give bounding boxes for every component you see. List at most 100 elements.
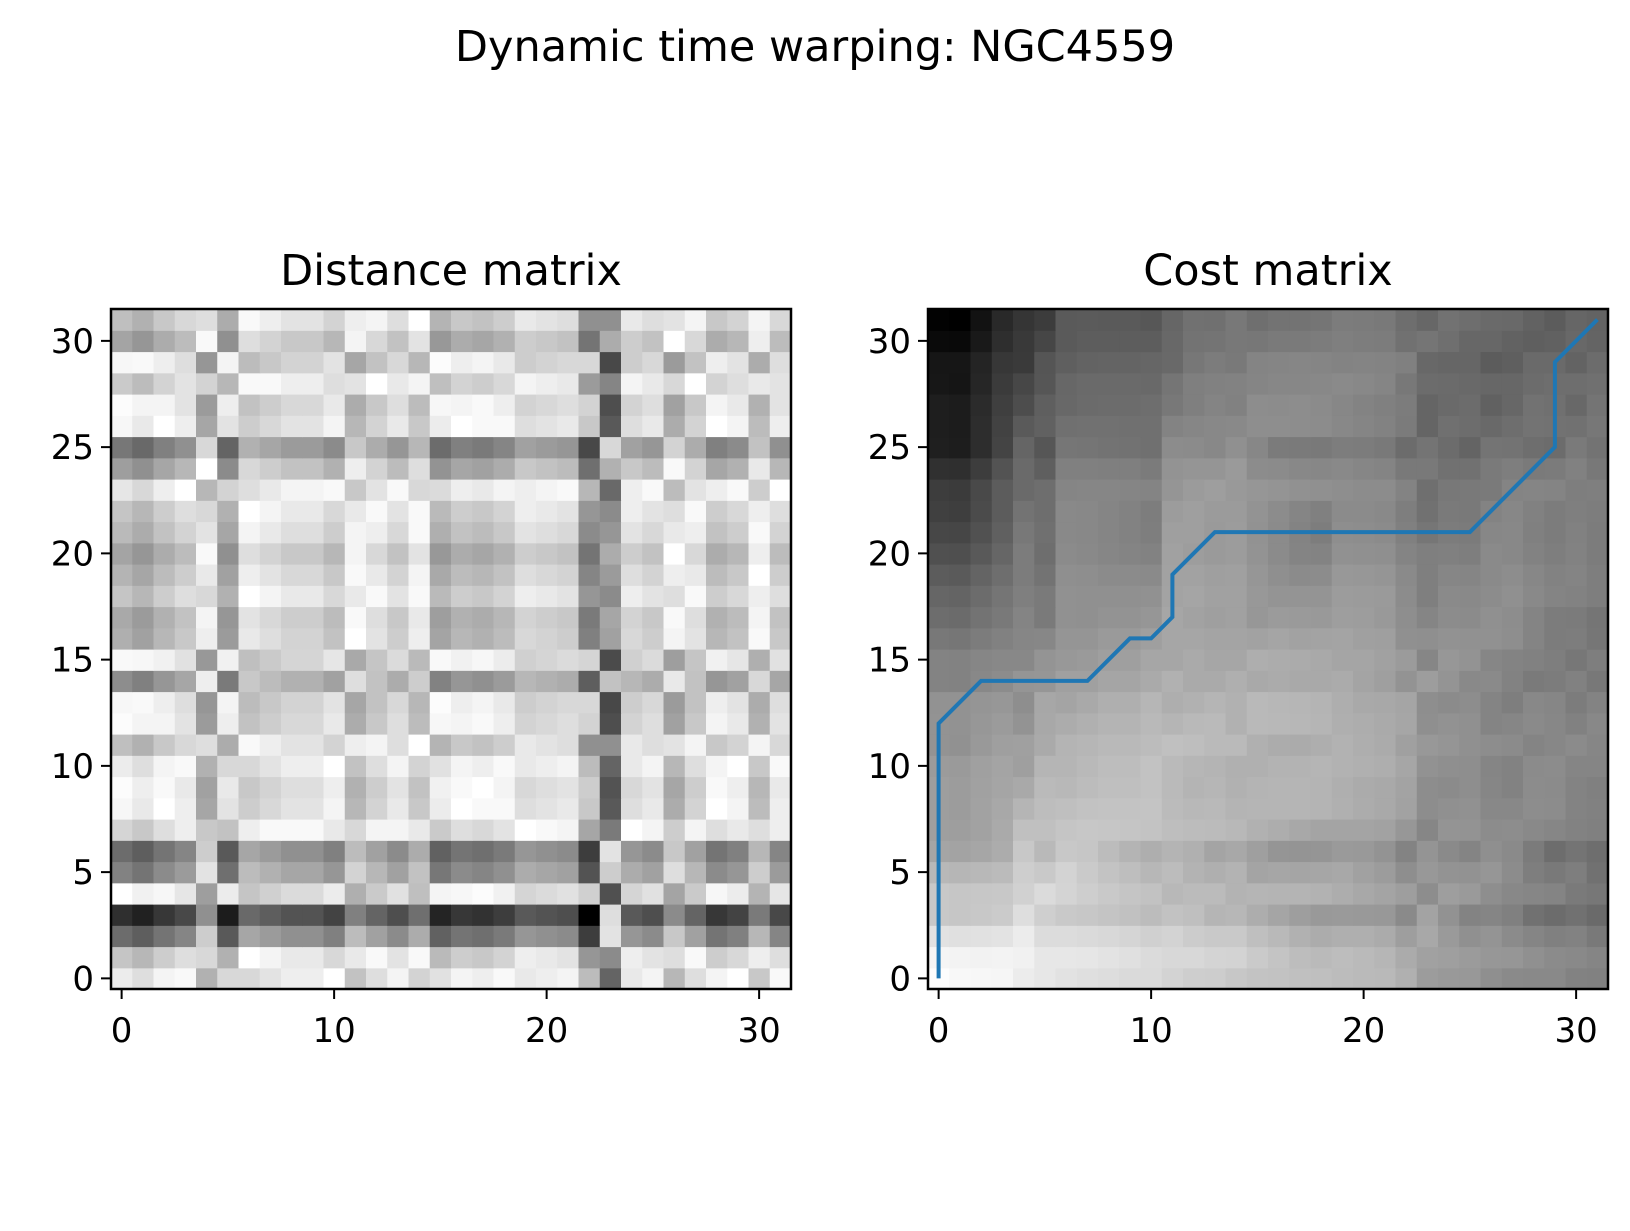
heatmap-cell [196, 861, 218, 884]
heatmap-cell [1161, 415, 1184, 438]
heatmap-cell [429, 925, 452, 948]
heatmap-cell [1586, 330, 1609, 353]
heatmap-cell [493, 755, 516, 778]
heatmap-cell [599, 585, 622, 608]
heatmap-cell [1374, 861, 1397, 884]
heatmap-cell [1183, 819, 1205, 841]
heatmap-cell [174, 415, 197, 438]
heatmap-cell [217, 351, 240, 374]
heatmap-cell [323, 585, 346, 608]
heatmap-cell [748, 967, 771, 990]
heatmap-cell [727, 797, 750, 820]
heatmap-cell [1119, 606, 1142, 629]
heatmap-cell [132, 606, 155, 629]
heatmap-cell [323, 925, 346, 948]
heatmap-cell [1353, 734, 1375, 756]
heatmap-cell [1438, 564, 1460, 586]
heatmap-cell [684, 394, 707, 416]
heatmap-cell [132, 734, 155, 756]
heatmap-cell [557, 372, 580, 395]
heatmap-cell [1565, 967, 1588, 990]
heatmap-cell [769, 564, 792, 586]
heatmap-cell [387, 394, 410, 416]
heatmap-cell [1501, 712, 1524, 735]
heatmap-cell [217, 649, 240, 671]
heatmap-cell [451, 309, 473, 331]
heatmap-cell [1459, 797, 1482, 820]
heatmap-cell [642, 776, 665, 799]
heatmap-cell [153, 436, 176, 459]
heatmap-cell [621, 797, 643, 820]
heatmap-cell [153, 415, 176, 438]
heatmap-cell [366, 734, 388, 756]
heatmap-cell [557, 564, 580, 586]
heatmap-cell [1331, 564, 1354, 586]
heatmap-cell [663, 542, 686, 565]
heatmap-cell [1183, 500, 1205, 523]
heatmap-cell [1246, 415, 1269, 438]
heatmap-cell [1119, 372, 1142, 395]
heatmap-cell [663, 649, 686, 671]
heatmap-cell [991, 712, 1014, 735]
heatmap-cell [769, 585, 792, 608]
heatmap-cell [706, 819, 728, 841]
heatmap-cell [1013, 500, 1035, 523]
heatmap-cell [557, 861, 580, 884]
heatmap-cell [1586, 564, 1609, 586]
heatmap-cell [621, 649, 643, 671]
heatmap-cell [1438, 882, 1460, 905]
heatmap-cell [493, 925, 516, 948]
heatmap-cell [238, 670, 261, 693]
heatmap-cell [238, 712, 261, 735]
heatmap-cell [429, 670, 452, 693]
heatmap-cell [1353, 861, 1375, 884]
heatmap-cell [1395, 755, 1418, 778]
heatmap-cell [748, 627, 771, 650]
heatmap-cell [642, 712, 665, 735]
heatmap-cell [472, 330, 495, 353]
heatmap-cell [1183, 925, 1205, 948]
heatmap-cell [472, 436, 495, 459]
heatmap-cell [259, 712, 282, 735]
heatmap-cell [366, 649, 388, 671]
heatmap-cell [281, 479, 303, 501]
heatmap-cell [302, 521, 325, 544]
heatmap-cell [132, 819, 155, 841]
heatmap-cell [1183, 394, 1205, 416]
heatmap-cell [1416, 330, 1439, 353]
heatmap-cell [663, 606, 686, 629]
heatmap-cell [238, 351, 261, 374]
y-tick-label: 20 [868, 534, 911, 574]
heatmap-cell [1586, 585, 1609, 608]
heatmap-cell [536, 670, 558, 693]
heatmap-cell [748, 351, 771, 374]
heatmap-cell [1523, 691, 1545, 714]
heatmap-cell [599, 904, 622, 926]
heatmap-cell [578, 564, 601, 586]
heatmap-cell [663, 882, 686, 905]
heatmap-cell [323, 330, 346, 353]
heatmap-cell [1246, 606, 1269, 629]
heatmap-cell [991, 330, 1014, 353]
heatmap-cell [429, 479, 452, 501]
heatmap-cell [1183, 904, 1205, 926]
heatmap-cell [1374, 309, 1397, 331]
heatmap-cell [642, 330, 665, 353]
heatmap-cell [706, 691, 728, 714]
heatmap-cell [1055, 776, 1078, 799]
heatmap-cell [578, 670, 601, 693]
heatmap-cell [1204, 712, 1227, 735]
heatmap-cell [1268, 712, 1290, 735]
x-tick-label: 20 [1342, 1011, 1385, 1051]
heatmap-cell [1331, 542, 1354, 565]
heatmap-cell [748, 734, 771, 756]
heatmap-cell [557, 542, 580, 565]
heatmap-cell [1565, 436, 1588, 459]
heatmap-cell [970, 351, 993, 374]
heatmap-cell [949, 542, 972, 565]
heatmap-cell [1076, 861, 1099, 884]
heatmap-cell [451, 436, 473, 459]
heatmap-cell [217, 755, 240, 778]
heatmap-cell [514, 606, 537, 629]
heatmap-cell [642, 436, 665, 459]
